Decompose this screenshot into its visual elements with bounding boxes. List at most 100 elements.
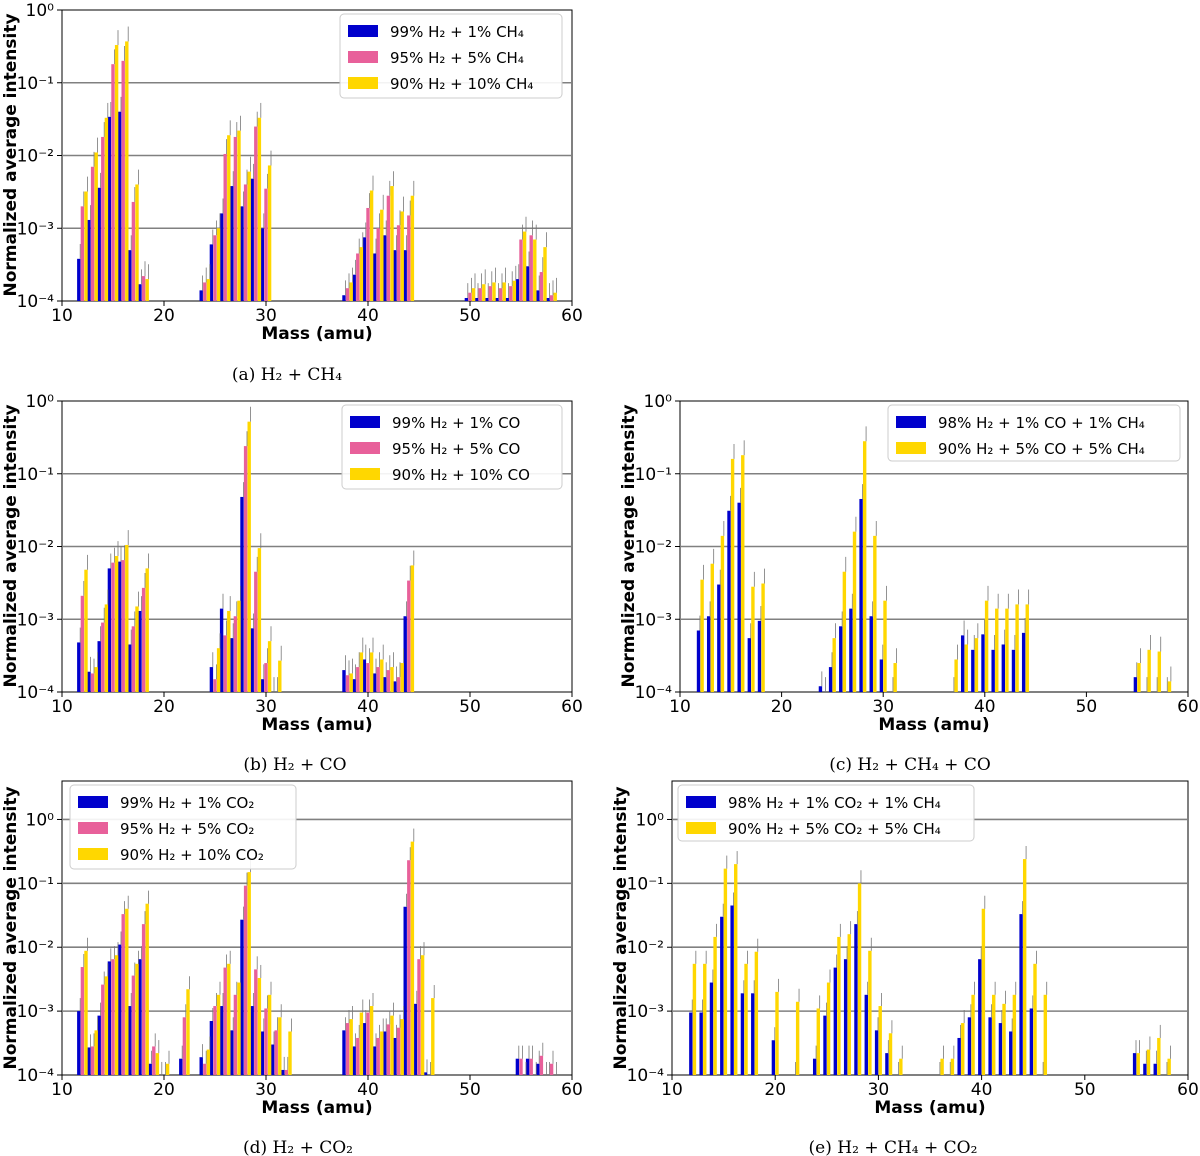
bar-90pct-m40 [369, 1006, 374, 1075]
bar-90pct-m31 [888, 1033, 893, 1075]
bar-98pct-m24 [818, 686, 823, 692]
bar-90pct-m25 [216, 228, 221, 301]
bar-99pct-m43 [393, 250, 397, 301]
bar-95pct-m52 [488, 286, 493, 301]
bar-95pct-m19 [152, 1046, 156, 1075]
bar-99pct-m26 [219, 213, 224, 301]
bar-90pct-m30 [267, 165, 272, 301]
bar-90pct-m18 [761, 583, 765, 692]
bar-99pct-m25 [209, 667, 214, 692]
bar-99pct-m44 [403, 906, 407, 1075]
bar-99pct-m15 [107, 961, 112, 1075]
bar-95pct-m57 [539, 1055, 544, 1075]
bar-90pct-m25 [832, 638, 836, 692]
bar-90pct-m26 [842, 571, 847, 692]
bar-95pct-m56 [529, 1058, 533, 1075]
bar-98pct-m31 [885, 1053, 889, 1075]
bar-95pct-m41 [376, 667, 380, 692]
y-tick-label: 10⁻⁴ [627, 1066, 665, 1086]
x-ticks: 10 20 30 40 50 60 [51, 301, 583, 326]
x-tick-label: 30 [255, 697, 277, 717]
bar-99pct-m42 [383, 235, 387, 301]
bar-95pct-m12 [80, 595, 85, 692]
bar-99pct-m40 [362, 237, 367, 301]
bar-90pct-m20 [775, 991, 779, 1075]
bar-95pct-m12 [80, 206, 85, 301]
bar-90pct-m31 [278, 1017, 282, 1075]
y-axis-label: Normalized average intensity [1, 404, 21, 687]
bar-90pct-m17 [135, 184, 139, 301]
y-ticks: 10⁻⁴ 10⁻³ 10⁻² 10⁻¹ 10⁰ [17, 1, 62, 312]
bar-90pct-m39 [359, 1012, 364, 1075]
x-tick-label: 10 [51, 306, 73, 326]
bar-90pct-m53 [502, 282, 506, 301]
x-ticks: 10 20 30 40 50 60 [669, 692, 1199, 717]
bar-95pct-m26 [223, 635, 227, 692]
bar-90pct-m31 [278, 660, 282, 692]
bar-98pct-m39 [967, 1017, 972, 1075]
bar-90pct-m16 [125, 544, 129, 692]
y-tick-label: 10⁻¹ [635, 465, 672, 485]
bar-98pct-m42 [1001, 644, 1006, 692]
bar-95pct-m18 [141, 924, 146, 1075]
legend: 98% H₂ + 1% CO + 1% CH₄ 90% H₂ + 5% CO + … [887, 404, 1181, 462]
x-tick-label: 40 [974, 697, 996, 717]
y-axis-label: Normalized average intensity [619, 404, 639, 687]
bar-90pct-m32 [288, 1031, 292, 1075]
y-axis-label: Normalized average intensity [611, 786, 631, 1069]
bar-90pct-m46 [1043, 994, 1048, 1075]
bar-90pct-m14 [104, 117, 109, 302]
bar-90pct-m16 [741, 455, 745, 692]
bar-95pct-m28 [243, 885, 248, 1075]
bar-99pct-m38 [342, 295, 346, 301]
legend-entry: 95% H₂ + 5% CH₄ [390, 49, 524, 67]
bar-90pct-m30 [267, 994, 272, 1075]
x-tick-label: 40 [357, 697, 379, 717]
bar-99pct-m30 [260, 1031, 265, 1075]
bar-90pct-m29 [257, 117, 262, 302]
bar-90pct-m57 [543, 247, 547, 301]
bar-99pct-m18 [138, 610, 142, 692]
bar-99pct-m29 [250, 1006, 254, 1075]
y-tick-label: 10⁻² [17, 147, 54, 167]
bar-90pct-m40 [369, 190, 374, 301]
bar-95pct-m29 [254, 969, 258, 1075]
y-tick-label: 10⁻⁴ [17, 292, 55, 312]
bar-99pct-m17 [128, 1006, 132, 1075]
bar-98pct-m56 [1143, 1063, 1147, 1075]
y-ticks: 10⁻⁴ 10⁻³ 10⁻² 10⁻¹ 10⁰ [17, 810, 62, 1086]
bar-90pct-m17 [751, 586, 755, 692]
bar-90pct-m39 [974, 638, 979, 692]
bar-90pct-m24 [206, 279, 211, 301]
bar-95pct-m39 [356, 1037, 360, 1075]
bar-90pct-m27 [852, 531, 857, 692]
bar-90pct-m41 [380, 659, 384, 692]
bar-90pct-m41 [995, 608, 999, 692]
y-tick-label: 10⁻⁴ [635, 683, 673, 703]
x-ticks: 10 20 30 40 50 60 [51, 692, 583, 717]
bar-90pct-m28 [857, 883, 862, 1075]
bar-90pct-m30 [878, 1006, 882, 1075]
bar-99pct-m43 [393, 1037, 397, 1075]
bar-98pct-m28 [859, 498, 863, 692]
bar-98pct-m13 [706, 616, 711, 692]
legend-swatch [686, 822, 716, 834]
bar-95pct-m38 [345, 1023, 350, 1075]
bar-99pct-m31 [270, 1044, 275, 1075]
x-axis-label: Mass (amu) [878, 715, 989, 735]
bar-98pct-m25 [828, 667, 833, 692]
y-ticks: 10⁻⁴ 10⁻³ 10⁻² 10⁻¹ 10⁰ [17, 392, 62, 703]
bar-90pct-m22 [186, 989, 190, 1075]
bar-95pct-m43 [396, 677, 401, 692]
bar-95pct-m45 [417, 959, 421, 1075]
bar-95pct-m25 [213, 679, 217, 692]
bar-95pct-m32 [284, 1069, 289, 1075]
bar-99pct-m38 [342, 1030, 346, 1075]
bar-99pct-m16 [117, 111, 122, 301]
x-tick-label: 50 [459, 306, 481, 326]
bar-90pct-m43 [400, 663, 404, 692]
bar-90pct-m25 [216, 648, 221, 692]
bar-98pct-m26 [839, 626, 843, 692]
bar-98pct-m43 [1009, 1031, 1013, 1075]
